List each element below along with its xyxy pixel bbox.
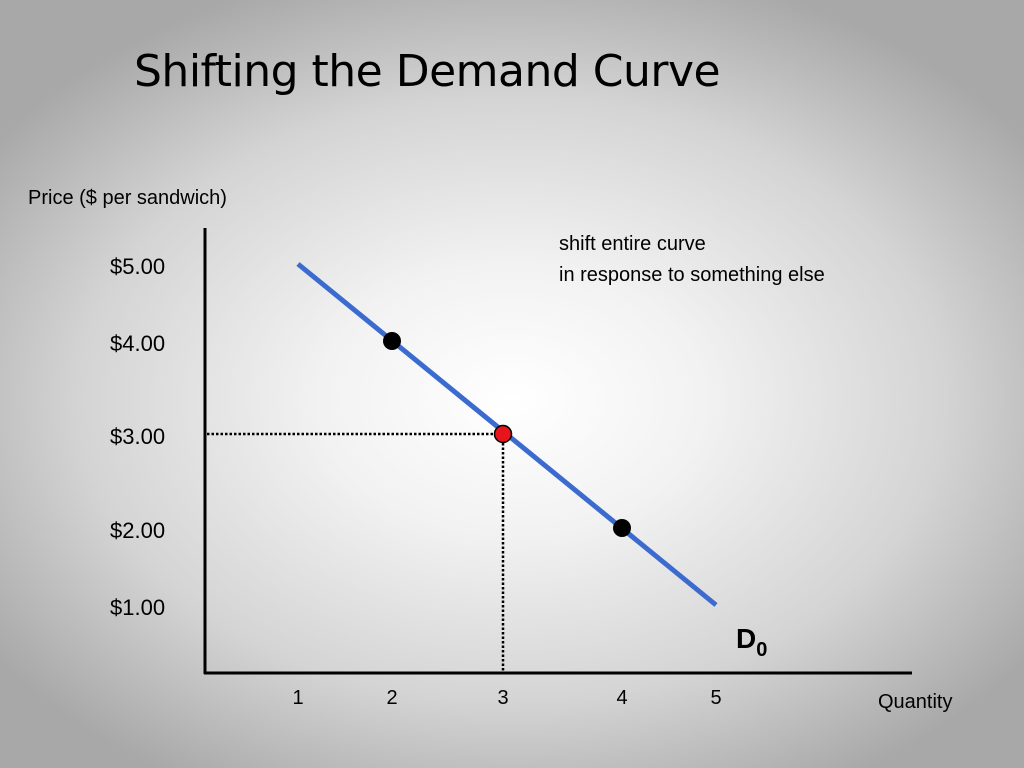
- x-tick-label: 4: [616, 687, 627, 709]
- y-tick-label: $3.00: [110, 424, 165, 449]
- shift-annotation: shift entire curve in response to someth…: [559, 229, 825, 291]
- x-axis-label: Quantity: [878, 691, 953, 713]
- demand-point: [383, 332, 401, 350]
- demand-point: [613, 519, 631, 537]
- annotation-line-2: in response to something else: [559, 264, 825, 286]
- y-axis-label: Price ($ per sandwich): [28, 187, 227, 209]
- annotation-line-1: shift entire curve: [559, 233, 706, 255]
- y-tick-label: $4.00: [110, 331, 165, 356]
- x-tick-label: 1: [292, 687, 303, 709]
- page-title: Shifting the Demand Curve: [134, 46, 721, 97]
- equilibrium-point: [493, 424, 513, 444]
- y-tick-label: $2.00: [110, 518, 165, 543]
- y-tick-label: $5.00: [110, 254, 165, 279]
- y-tick-label: $1.00: [110, 595, 165, 620]
- x-tick-label: 2: [386, 687, 397, 709]
- demand-curve-label: D0: [736, 623, 767, 661]
- demand-curve-label-subscript: 0: [756, 639, 767, 661]
- x-tick-label: 3: [497, 687, 508, 709]
- x-tick-label: 5: [710, 687, 721, 709]
